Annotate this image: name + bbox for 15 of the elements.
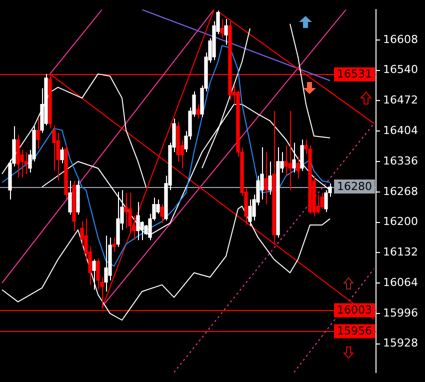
ref-line-label: 16531 [337, 68, 372, 81]
y-tick-label: 16132 [383, 246, 418, 259]
ref-line-label: 15956 [337, 324, 372, 338]
y-tick-label: 15928 [383, 336, 418, 350]
y-tick-label: 16608 [383, 32, 418, 46]
ref-line-label: 16003 [337, 304, 372, 317]
y-tick-label: 16336 [383, 154, 418, 168]
ref-line-label: 16280 [337, 180, 372, 193]
y-tick-label: 16540 [383, 63, 418, 76]
y-tick-label: 16200 [383, 215, 418, 228]
y-tick-label: 16404 [383, 124, 418, 137]
y-tick-label: 16472 [383, 94, 418, 107]
y-tick-label: 16064 [383, 276, 418, 289]
y-tick-label: 16268 [383, 184, 418, 198]
y-tick-label: 15996 [383, 306, 418, 320]
